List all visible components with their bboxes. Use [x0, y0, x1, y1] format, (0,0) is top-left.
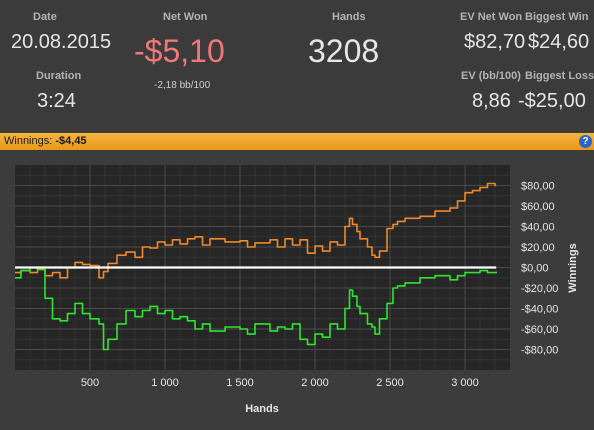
stats-panel: Date 20.08.2015 Duration 3:24 Net Won -$… [0, 0, 594, 128]
net-won-bb100: -2,18 bb/100 [154, 80, 211, 91]
y-tick-label: -$60,00 [521, 324, 558, 336]
winnings-chart: 500 1 000 1 500 2 000 2 500 3 000 $80,00 $60,0… [0, 150, 594, 425]
x-tick-label: 1 500 [226, 377, 254, 389]
ev-bb100-value: 8,86 [472, 90, 511, 112]
y-tick-label: $20,00 [521, 242, 555, 254]
winnings-summary-label: Winnings: [4, 135, 53, 147]
y-tick-label: -$80,00 [521, 345, 558, 357]
y-axis-title: Winnings [567, 243, 579, 292]
y-axis-ticks: $80,00 $60,00 $40,00 $20,00 $0,00 -$20,00 -$40… [521, 181, 558, 357]
ev-bb100-label: EV (bb/100) [461, 70, 521, 82]
net-won-value: -$5,10 [134, 33, 225, 69]
x-axis-ticks: 500 1 000 1 500 2 000 2 500 3 000 [81, 377, 479, 389]
x-tick-label: 2 500 [376, 377, 404, 389]
series-lines [15, 182, 497, 351]
winnings-summary-value: -$4,45 [55, 135, 87, 147]
biggest-win-label: Biggest Win [525, 11, 589, 23]
duration-value: 3:24 [37, 90, 76, 112]
y-tick-label: $60,00 [521, 201, 555, 213]
biggest-loss-value: -$25,00 [518, 90, 586, 112]
hands-label: Hands [332, 11, 366, 23]
hands-value: 3208 [308, 33, 380, 69]
ev-series-line [15, 182, 497, 279]
winnings-chart-svg: 500 1 000 1 500 2 000 2 500 3 000 $80,00 $60,0… [0, 150, 594, 425]
winnings-header-bar: Winnings: -$4,45 ? [0, 133, 594, 150]
date-value: 20.08.2015 [11, 31, 112, 53]
x-axis-title: Hands [245, 403, 279, 415]
x-tick-label: 500 [81, 377, 99, 389]
ev-net-won-value: $82,70 [464, 31, 526, 53]
x-tick-label: 1 000 [151, 377, 179, 389]
ev-net-won-label: EV Net Won [460, 11, 523, 23]
biggest-loss-label: Biggest Loss [525, 70, 594, 82]
y-tick-label: $40,00 [521, 222, 555, 234]
net-won-label: Net Won [163, 11, 208, 23]
y-tick-label: -$20,00 [521, 283, 558, 295]
x-tick-label: 3 000 [451, 377, 479, 389]
y-tick-label: -$40,00 [521, 304, 558, 316]
winnings-series-line [15, 266, 497, 351]
x-tick-label: 2 000 [301, 377, 329, 389]
date-label: Date [33, 11, 57, 23]
y-tick-label: $0,00 [521, 263, 549, 275]
y-tick-label: $80,00 [521, 181, 555, 193]
winnings-summary: Winnings: -$4,45 [4, 133, 87, 150]
duration-label: Duration [36, 70, 82, 82]
biggest-win-value: $24,60 [528, 31, 590, 53]
question-circle-icon[interactable]: ? [579, 135, 592, 148]
